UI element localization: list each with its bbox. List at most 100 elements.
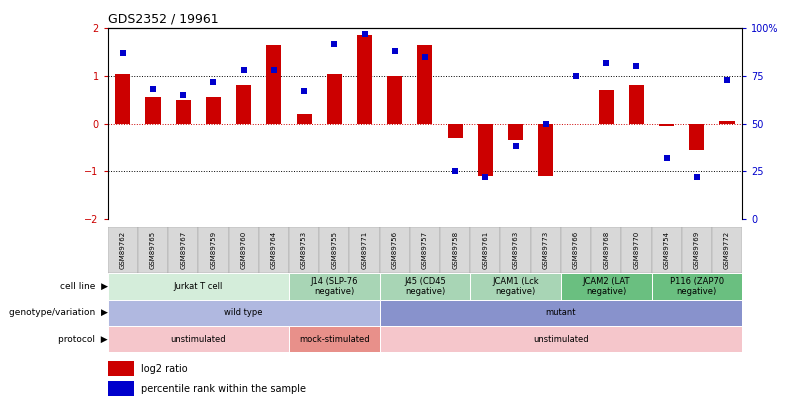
Point (660, 155, 673, 161)
Text: GSM89770: GSM89770 (634, 231, 639, 269)
Point (479, 174, 492, 180)
Text: cell line  ▶: cell line ▶ (60, 282, 108, 291)
Bar (651, 227, 681, 273)
Text: JCAM1 (Lck
negative): JCAM1 (Lck negative) (492, 277, 539, 296)
Text: GDS2352 / 19961: GDS2352 / 19961 (108, 12, 219, 25)
Bar (689, 124, 705, 150)
Bar (470, 227, 500, 273)
Text: GSM89757: GSM89757 (422, 231, 428, 269)
Bar (297, 114, 312, 124)
Point (237, 67, 250, 73)
Point (358, 31, 371, 37)
Bar (380, 273, 470, 300)
Point (389, 48, 401, 54)
Text: GSM89763: GSM89763 (512, 231, 519, 269)
Point (418, 53, 431, 60)
Bar (206, 97, 221, 124)
Bar (199, 227, 228, 273)
Text: GSM89756: GSM89756 (392, 231, 397, 269)
Bar (350, 227, 380, 273)
Text: GSM89767: GSM89767 (180, 231, 186, 269)
Point (117, 50, 129, 56)
Text: GSM89753: GSM89753 (301, 231, 307, 269)
Bar (440, 227, 470, 273)
Bar (712, 227, 742, 273)
Bar (236, 85, 251, 124)
Text: J14 (SLP-76
negative): J14 (SLP-76 negative) (310, 277, 358, 296)
Bar (380, 227, 410, 273)
Bar (561, 273, 651, 300)
Text: GSM89759: GSM89759 (211, 231, 216, 269)
Text: GSM89766: GSM89766 (573, 231, 579, 269)
Point (267, 67, 280, 73)
Bar (417, 45, 433, 124)
Text: log2 ratio: log2 ratio (140, 364, 188, 374)
Bar (108, 326, 289, 352)
Text: GSM89773: GSM89773 (543, 231, 549, 269)
Point (147, 86, 160, 92)
Bar (531, 227, 561, 273)
Bar (267, 45, 282, 124)
Text: JCAM2 (LAT
negative): JCAM2 (LAT negative) (583, 277, 630, 296)
Text: GSM89754: GSM89754 (664, 231, 670, 269)
Bar (659, 124, 674, 126)
Point (721, 77, 733, 83)
Bar (108, 381, 134, 396)
Bar (538, 124, 553, 176)
Point (207, 79, 220, 85)
Bar (176, 100, 191, 124)
Bar (651, 273, 742, 300)
Bar (478, 124, 493, 176)
Point (570, 73, 583, 79)
Bar (387, 76, 402, 124)
Point (539, 120, 552, 127)
Point (298, 88, 310, 94)
Text: J45 (CD45
negative): J45 (CD45 negative) (404, 277, 446, 296)
Bar (145, 97, 160, 124)
Bar (357, 36, 372, 124)
Text: Jurkat T cell: Jurkat T cell (174, 282, 223, 291)
Bar (598, 90, 614, 124)
Bar (622, 227, 651, 273)
Text: GSM89762: GSM89762 (120, 231, 126, 269)
Bar (448, 124, 463, 138)
Bar (228, 227, 259, 273)
Bar (108, 300, 380, 326)
Point (690, 174, 703, 180)
Bar (289, 273, 380, 300)
Text: GSM89768: GSM89768 (603, 231, 609, 269)
Text: GSM89761: GSM89761 (482, 231, 488, 269)
Bar (500, 227, 531, 273)
Text: P116 (ZAP70
negative): P116 (ZAP70 negative) (670, 277, 724, 296)
Text: protocol  ▶: protocol ▶ (58, 335, 108, 344)
Bar (326, 74, 342, 124)
Text: mock-stimulated: mock-stimulated (299, 335, 369, 344)
Bar (138, 227, 168, 273)
Point (509, 143, 522, 149)
Bar (168, 227, 199, 273)
Bar (108, 273, 289, 300)
Bar (720, 121, 735, 124)
Bar (289, 227, 319, 273)
Point (448, 168, 461, 174)
Bar (470, 273, 561, 300)
Bar (591, 227, 622, 273)
Text: unstimulated: unstimulated (533, 335, 589, 344)
Point (328, 40, 341, 47)
Bar (259, 227, 289, 273)
Bar (380, 300, 742, 326)
Text: mutant: mutant (546, 308, 576, 317)
Point (630, 63, 642, 70)
Text: GSM89764: GSM89764 (271, 231, 277, 269)
Text: genotype/variation  ▶: genotype/variation ▶ (9, 308, 108, 317)
Text: wild type: wild type (224, 308, 263, 317)
Bar (289, 326, 380, 352)
Text: unstimulated: unstimulated (171, 335, 226, 344)
Bar (508, 124, 523, 140)
Text: GSM89765: GSM89765 (150, 231, 156, 269)
Point (177, 92, 190, 98)
Bar (410, 227, 440, 273)
Bar (319, 227, 350, 273)
Bar (108, 227, 138, 273)
Bar (108, 361, 134, 377)
